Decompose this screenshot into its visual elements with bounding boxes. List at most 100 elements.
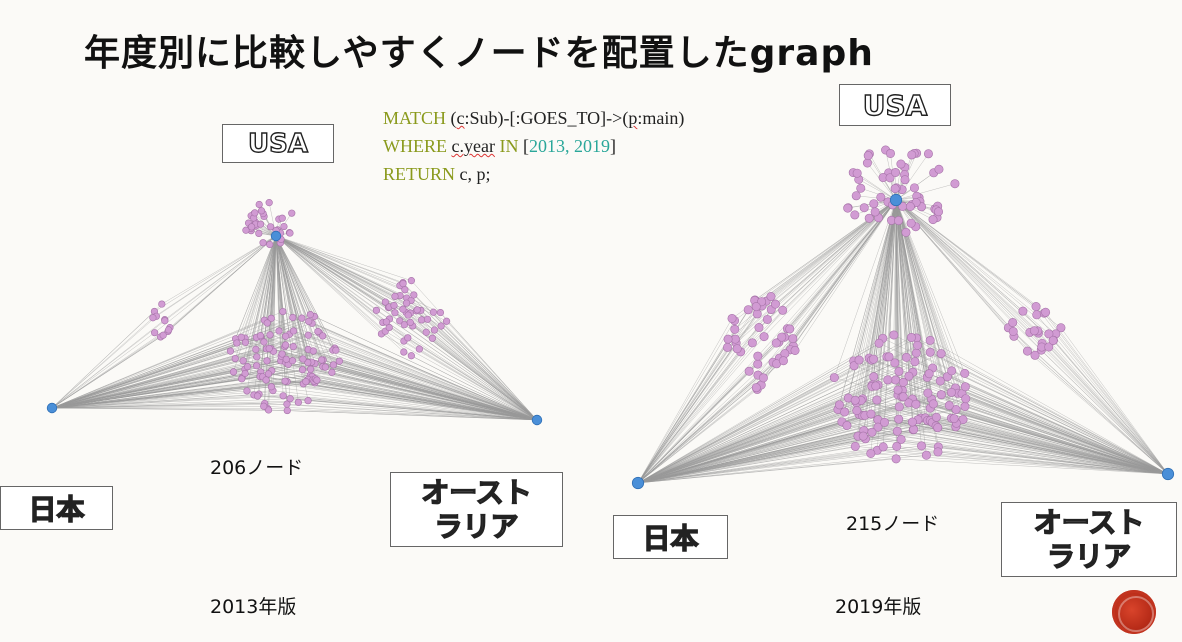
sub-node (282, 355, 290, 363)
graph-edge (51, 330, 294, 409)
sub-node (317, 356, 326, 364)
graph-edge (164, 235, 277, 321)
keyword-in: IN (494, 136, 519, 156)
graph-edge (637, 425, 848, 484)
graph-edge (637, 360, 854, 484)
query-var-p: p (628, 108, 638, 128)
node-count-2019: 215ノード (846, 513, 940, 535)
graph-edge (267, 322, 538, 421)
graph-edge (877, 199, 897, 428)
sub-node (279, 392, 287, 400)
sub-node (407, 277, 415, 285)
graph-edge (267, 408, 538, 421)
slide-title: 年度別に比較しやすくノードを配置したgraph (84, 33, 874, 74)
graph-edge (263, 341, 538, 421)
graph-edge (51, 390, 247, 409)
sub-node (858, 431, 868, 441)
graph-edge (51, 390, 273, 409)
graph-edge (637, 425, 937, 484)
graph-edge (1045, 312, 1169, 475)
sub-node (267, 223, 275, 231)
sub-node (917, 441, 927, 451)
graph-edge (637, 310, 783, 484)
sub-node (770, 299, 780, 309)
graph-edge (1041, 343, 1169, 475)
graph-edge (637, 446, 856, 484)
year-label-2019: 2019年版 (835, 596, 922, 618)
sub-node (313, 376, 321, 384)
sub-node (834, 400, 844, 410)
sub-node (867, 427, 877, 437)
graph-edge (637, 328, 788, 484)
graph-edge (854, 199, 897, 401)
graph-edge (637, 430, 864, 484)
sub-node (894, 414, 904, 424)
sub-node (242, 226, 250, 234)
graph-edge (285, 380, 538, 421)
graph-edge (637, 376, 874, 484)
graph-edge (322, 335, 538, 421)
sub-node (777, 332, 787, 342)
sub-node (264, 406, 273, 414)
graph-edge (637, 380, 941, 484)
graph-edge (895, 199, 910, 403)
graph-edge (335, 349, 538, 421)
graph-edge (393, 305, 538, 421)
sub-node (852, 406, 862, 416)
graph-edge (51, 379, 267, 409)
sub-node (890, 167, 900, 177)
sub-node (771, 338, 781, 348)
sub-node (905, 202, 915, 212)
graph-edge (266, 379, 538, 421)
sub-node (260, 402, 268, 410)
query-text: c, p; (455, 164, 491, 184)
graph-edge (763, 199, 897, 337)
graph-edge (298, 402, 538, 421)
graph-edge (51, 406, 264, 409)
sub-node (892, 441, 902, 451)
graph-edge (51, 358, 303, 409)
sub-node (309, 347, 317, 355)
graph-edge (1037, 330, 1169, 475)
graph-edge (930, 352, 1169, 475)
graph-edge (784, 199, 897, 338)
graph-edge (637, 359, 860, 484)
graph-edge (637, 387, 757, 484)
sub-node (727, 313, 737, 323)
graph-edge (385, 331, 538, 421)
sub-node (306, 310, 314, 319)
sub-node (231, 354, 239, 363)
sub-node (894, 402, 904, 412)
graph-edge (310, 314, 538, 421)
sub-node (924, 369, 934, 379)
sub-node (165, 326, 173, 334)
graph-edge (275, 235, 304, 360)
sub-node (944, 400, 954, 410)
sub-node (1008, 318, 1018, 328)
graph-edge (884, 422, 1169, 475)
graph-edge (1036, 314, 1169, 475)
graph-edge (763, 199, 897, 379)
sub-node (872, 395, 882, 405)
sub-node (883, 375, 893, 385)
graph-edge (51, 332, 155, 409)
sub-node (961, 394, 971, 404)
sub-node (907, 417, 917, 427)
graph-edge (903, 396, 1169, 475)
graph-edge (940, 380, 1169, 475)
graph-edge (1060, 327, 1169, 475)
graph-edge (154, 235, 277, 333)
graph-edge (419, 348, 538, 421)
sub-node (871, 381, 881, 391)
graph-edge (637, 338, 883, 484)
sub-node (226, 347, 235, 355)
sub-node (754, 323, 764, 333)
graph-edge (51, 373, 269, 409)
graph-edge (915, 403, 1169, 475)
sub-node (286, 229, 294, 237)
sub-node (159, 331, 167, 339)
sub-node (856, 183, 866, 193)
sub-node (778, 356, 788, 366)
sub-node (423, 315, 432, 323)
graph-edge (236, 235, 277, 344)
